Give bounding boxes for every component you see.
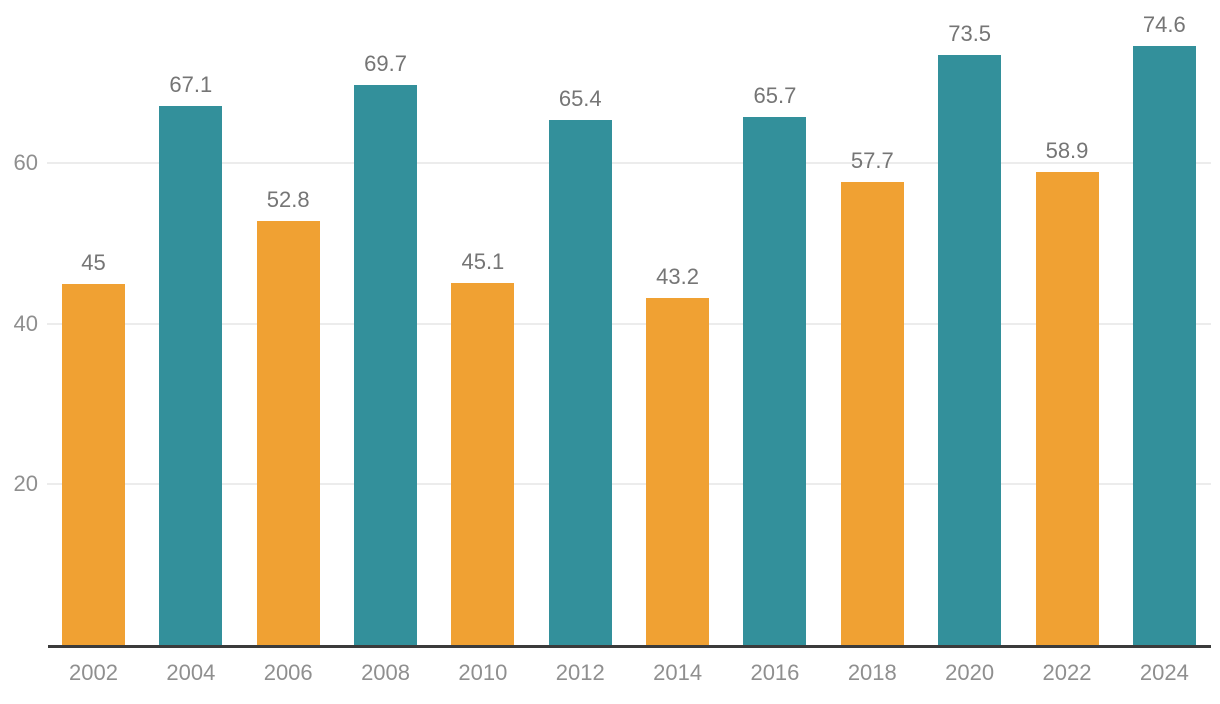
x-axis-tick-label: 2012: [555, 660, 605, 685]
bar-value-label: 43.2: [656, 264, 699, 290]
x-axis-tick-label: 2018: [847, 660, 897, 685]
x-axis-tick-label: 2002: [69, 660, 118, 685]
bar-value-label: 73.5: [948, 20, 992, 46]
bar-value-label: 45: [81, 249, 106, 275]
y-axis-tick-label: 20: [13, 471, 38, 497]
x-axis-tick-label: 2022: [1042, 660, 1092, 685]
x-axis-tick-label: 2010: [458, 660, 508, 685]
bar-2018[interactable]: [840, 181, 904, 645]
gridline: [47, 322, 1211, 325]
y-axis-tick-label: 40: [13, 310, 38, 336]
bar-value-label: 52.8: [266, 187, 310, 213]
gridline: [47, 483, 1211, 486]
x-axis-tick-label: 2024: [1139, 660, 1189, 685]
gridline: [47, 162, 1211, 165]
x-axis-tick-label: 2004: [166, 660, 216, 685]
x-axis-line: [48, 645, 1211, 648]
bar-value-label: 69.7: [364, 51, 407, 77]
bar-2020[interactable]: [938, 54, 1002, 645]
x-axis-tick-label: 2008: [361, 660, 411, 685]
bar-2022[interactable]: [1035, 172, 1099, 645]
x-axis-tick-label: 2020: [945, 660, 995, 685]
y-axis-tick-label: 60: [13, 150, 38, 176]
bar-value-label: 57.7: [850, 147, 894, 173]
bar-value-label: 65.4: [558, 85, 602, 111]
x-axis-tick-label: 2016: [750, 660, 800, 685]
bar-2016[interactable]: [743, 117, 807, 645]
bar-value-label: 45.1: [461, 248, 505, 274]
bar-2014[interactable]: [646, 298, 710, 645]
x-axis-tick-label: 2014: [653, 660, 703, 685]
bar-2024[interactable]: [1132, 45, 1196, 645]
bar-2004[interactable]: [159, 106, 223, 645]
bar-value-label: 58.9: [1045, 138, 1089, 164]
bar-value-label: 67.1: [169, 72, 213, 98]
bar-2006[interactable]: [256, 221, 320, 645]
bar-2012[interactable]: [548, 119, 612, 645]
x-axis-tick-label: 2006: [263, 660, 313, 685]
bar-2010[interactable]: [451, 282, 515, 645]
bar-value-label: 65.7: [753, 83, 797, 109]
bar-2002[interactable]: [62, 283, 125, 645]
bar-value-label: 74.6: [1142, 11, 1186, 37]
bar-2008[interactable]: [354, 85, 418, 645]
